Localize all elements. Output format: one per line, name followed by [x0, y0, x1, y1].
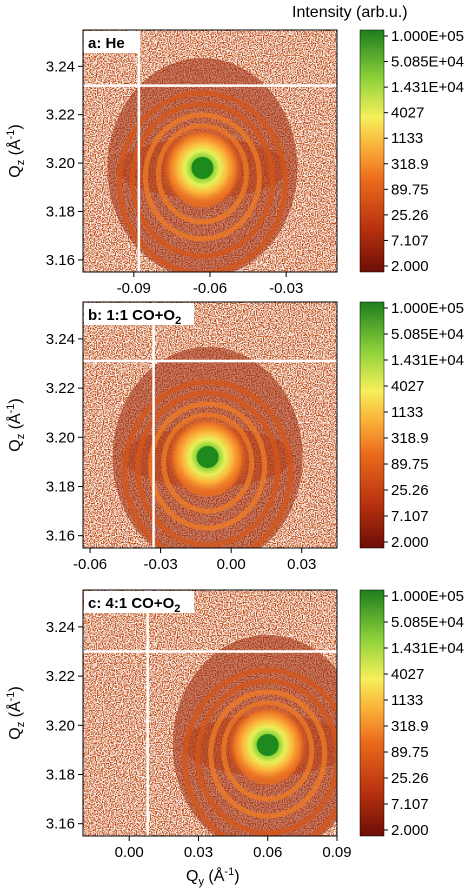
fringe-ring: [182, 667, 337, 836]
colorbar-tick-label: 2.000: [391, 822, 429, 839]
fringe-ring: [129, 101, 275, 259]
x-tick-label: 0.09: [322, 844, 351, 861]
heatmap-image: [83, 590, 337, 836]
y-tick-label: 3.16: [46, 816, 75, 833]
panel-label-box: [84, 303, 194, 325]
y-axis-titles: Qz (Å-1) Qz (Å-1) Qz (Å-1): [5, 124, 27, 740]
panel-label: b: 1:1 CO+O2: [88, 307, 181, 327]
colorbar-tick-label: 2.000: [391, 258, 429, 275]
y-tick-label: 3.20: [46, 717, 75, 734]
panel-label-box: [84, 31, 140, 53]
x-tick-label: 0.03: [287, 556, 316, 573]
colorbar-tick-label: 2.000: [391, 534, 429, 551]
colorbar-tick-label: 5.085E+04: [391, 326, 464, 343]
x-tick-label: 0.00: [115, 844, 144, 861]
colorbar-tick-label: 25.26: [391, 207, 429, 224]
y-tick-label: 3.24: [46, 58, 75, 75]
fringe-ring: [208, 689, 328, 819]
plot-frame: [82, 301, 338, 549]
colorbar-tick-label: 25.26: [391, 770, 429, 787]
y-tick-label: 3.18: [46, 767, 75, 784]
panel-label: a: He: [88, 35, 125, 52]
colorbar: [359, 29, 385, 273]
colorbar-tick-label: 318.9: [391, 156, 429, 173]
peak-center: [191, 156, 214, 179]
y-tick-label: 3.16: [46, 252, 75, 269]
x-tick-label: -0.03: [269, 280, 303, 297]
fringe-ring: [195, 678, 337, 836]
x-tick-label: 0.03: [184, 844, 213, 861]
panel-label-box: [84, 591, 194, 613]
colorbar-tick-label: 1.000E+05: [391, 300, 464, 317]
fringe-ring: [135, 390, 281, 548]
colorbar-tick-label: 5.085E+04: [391, 54, 464, 71]
x-tick-label: 0.06: [253, 844, 282, 861]
x-axis-title: Qy (Å-1): [186, 866, 240, 888]
colorbar-tick-label: 5.085E+04: [391, 614, 464, 631]
y-tick-label: 3.16: [46, 528, 75, 545]
heatmap-panel: b: 1:1 CO+O2 3.24 3.22 3.20 3.18 3.16 -0.06 -0.…: [46, 300, 464, 573]
x-tick-label: -0.06: [73, 556, 107, 573]
peak-center: [196, 445, 219, 468]
colorbar-tick-label: 318.9: [391, 430, 429, 447]
colorbar-tick-label: 1133: [391, 130, 423, 147]
heatmap-panel: c: 4:1 CO+O2 3.24 3.22 3.20 3.18 3.16 0.00 0.03…: [46, 588, 464, 861]
colorbar-tick-label: 7.107: [391, 232, 429, 249]
y-tick-label: 3.20: [46, 155, 75, 172]
colorbar: [359, 589, 385, 837]
heatmap-image: [83, 30, 337, 272]
y-tick-label: 3.22: [46, 668, 75, 685]
x-tick-label: 0.00: [217, 556, 246, 573]
colorbar-tick-label: 1.000E+05: [391, 588, 464, 605]
colorbar-tick-label: 7.107: [391, 796, 429, 813]
heatmap-panel: a: He 3.24 3.22 3.20 3.18 3.16 -0.09 -0.06 -0.03…: [46, 28, 464, 297]
fringe-ring: [122, 379, 294, 548]
colorbar-tick-label: 25.26: [391, 482, 429, 499]
y-tick-label: 3.24: [46, 331, 75, 348]
y-axis-title: Qz (Å-1): [5, 124, 27, 178]
y-axis-title: Qz (Å-1): [5, 398, 27, 452]
colorbar-tick-label: 4027: [391, 378, 424, 395]
x-tick-label: -0.03: [144, 556, 178, 573]
y-tick-label: 3.20: [46, 429, 75, 446]
y-tick-label: 3.22: [46, 380, 75, 397]
colorbar-tick-label: 4027: [391, 105, 424, 122]
colorbar-tick-label: 89.75: [391, 456, 429, 473]
panels: a: He 3.24 3.22 3.20 3.18 3.16 -0.09 -0.06 -0.03…: [46, 28, 464, 861]
colorbar-tick-label: 89.75: [391, 181, 429, 198]
colorbar-tick-label: 1.431E+04: [391, 640, 464, 657]
colorbar-title: Intensity (arb.u.): [292, 4, 408, 21]
peak-center: [256, 733, 279, 756]
y-tick-label: 3.18: [46, 204, 75, 221]
y-tick-label: 3.22: [46, 107, 75, 124]
colorbar-tick-label: 1133: [391, 404, 423, 421]
colorbar-tick-label: 1133: [391, 692, 423, 709]
x-tick-label: -0.09: [117, 280, 151, 297]
heatmap-image: [83, 302, 337, 548]
colorbar-tick-label: 4027: [391, 666, 424, 683]
fringe-ring: [142, 112, 262, 242]
colorbar-tick-label: 1.000E+05: [391, 28, 464, 45]
y-tick-label: 3.18: [46, 479, 75, 496]
fringe-ring: [148, 401, 268, 531]
y-axis-title: Qz (Å-1): [5, 686, 27, 740]
y-tick-label: 3.24: [46, 619, 75, 636]
colorbar-tick-label: 1.431E+04: [391, 352, 464, 369]
colorbar-tick-label: 89.75: [391, 744, 429, 761]
fringe-ring: [116, 90, 288, 272]
panel-label: c: 4:1 CO+O2: [88, 595, 180, 615]
colorbar-tick-label: 318.9: [391, 718, 429, 735]
colorbar-tick-label: 7.107: [391, 508, 429, 525]
plot-frame: [82, 589, 338, 837]
colorbar: [359, 301, 385, 549]
x-tick-label: -0.06: [193, 280, 227, 297]
colorbar-tick-label: 1.431E+04: [391, 79, 464, 96]
